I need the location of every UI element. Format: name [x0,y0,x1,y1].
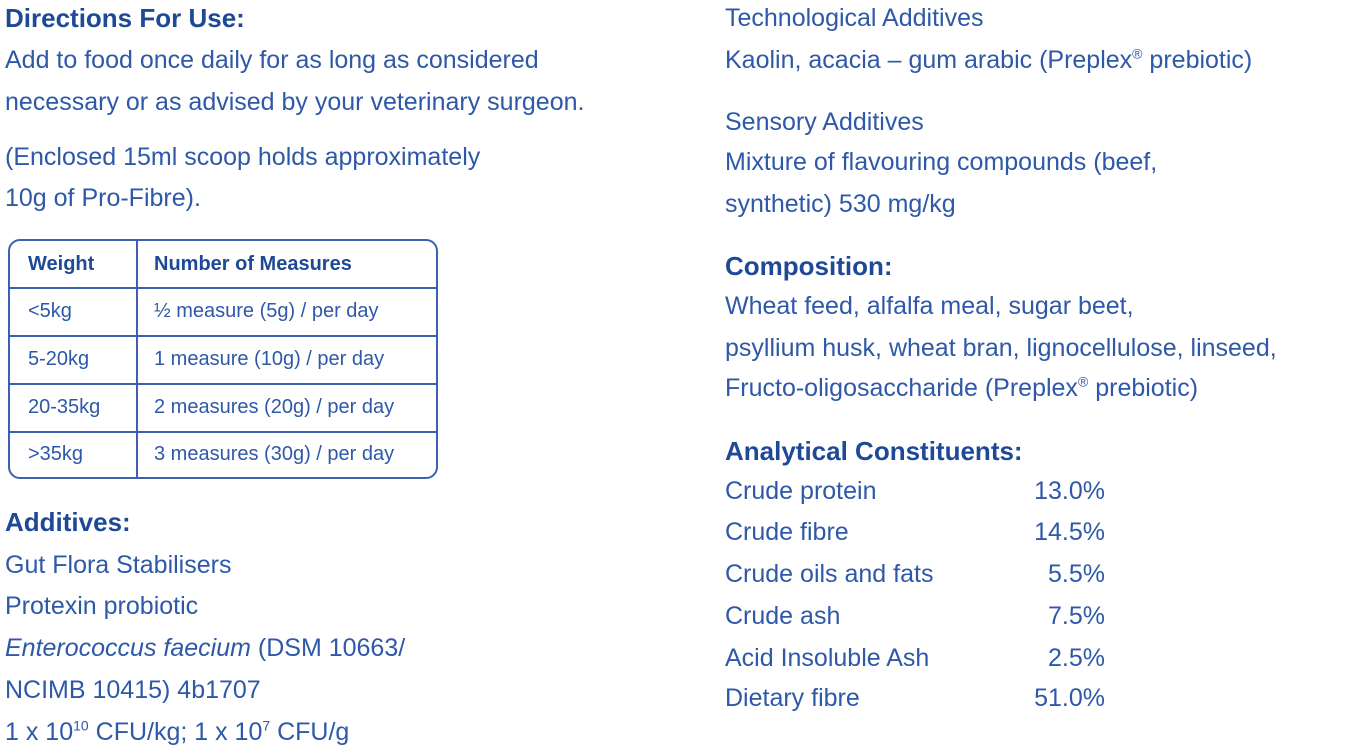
heading: Directions For Use: [5,3,245,33]
exponent: 10 [73,717,89,734]
text-line: necessary or as advised by your veterina… [5,88,585,116]
constituent-name: Dietary fibre [725,684,860,712]
table-row: 20-35kg 2 measures (20g) / per day [10,384,436,433]
heading: Composition: [725,251,893,281]
constituent-name: Crude fibre [725,518,849,546]
constituent-value: 5.5% [1048,560,1105,588]
cell: 20-35kg [10,384,138,433]
cell: 1 measure (10g) / per day [138,337,436,385]
constituent-name: Crude ash [725,602,841,630]
text-line: Mixture of flavouring compounds (beef, [725,148,1158,176]
text-line: Enterococcus faecium (DSM 10663/ [5,631,405,665]
text: 1 x 10 [5,718,74,746]
text-line: synthetic) 530 mg/kg [725,190,956,218]
constituent-value: 13.0% [1034,477,1105,505]
cell: 2 measures (20g) / per day [138,385,436,433]
text: prebiotic) [1088,374,1199,402]
text-line: (Enclosed 15ml scoop holds approximately [5,143,481,171]
text: (DSM 10663/ [250,634,406,662]
constituent-value: 51.0% [1034,684,1105,712]
constituent-value: 14.5% [1034,518,1105,546]
header-cell: Weight [10,241,138,289]
registered-mark: ® [1077,373,1089,390]
cell: 5-20kg [10,336,138,385]
species: Enterococcus faecium [5,634,251,662]
table-row: 5-20kg 1 measure (10g) / per day [10,336,436,385]
cell: ½ measure (5g) / per day [138,289,436,337]
constituent-value: 2.5% [1048,644,1105,672]
constituent-name: Crude oils and fats [725,560,934,588]
text-line: 1 x 1010 CFU/kg; 1 x 107 CFU/g [5,715,349,749]
table-row: <5kg ½ measure (5g) / per day [10,289,436,337]
cell: 3 measures (30g) / per day [154,443,395,466]
text: CFU/kg; 1 x 10 [88,718,263,746]
text-line: Gut Flora Stabilisers [5,551,232,579]
text-line: Protexin probiotic [5,592,199,620]
heading: Additives: [5,507,131,537]
subheading: Sensory Additives [725,108,924,136]
table-header: Weight Number of Measures [10,241,436,289]
text: Kaolin, acacia – gum arabic (Preplex [725,46,1133,74]
text-line: Kaolin, acacia – gum arabic (Preplex® pr… [725,43,1252,77]
constituent-name: Crude protein [725,477,877,505]
subheading: Technological Additives [725,4,984,32]
text: CFU/g [270,718,350,746]
text-line: Fructo-oligosaccharide (Preplex® prebiot… [725,371,1198,405]
heading: Analytical Constituents: [725,436,1023,466]
constituent-value: 7.5% [1048,602,1105,630]
exponent: 7 [262,717,271,734]
text-line: Wheat feed, alfalfa meal, sugar beet, [725,292,1134,320]
cell: >35kg [10,432,138,477]
text-line: psyllium husk, wheat bran, lignocellulos… [725,334,1277,362]
constituent-name: Acid Insoluble Ash [725,644,930,672]
table-row: >35kg 3 measures (30g) / per day [10,432,436,477]
text: Fructo-oligosaccharide (Preplex [725,374,1078,402]
text-line: 10g of Pro-Fibre). [5,184,201,212]
text-line: Add to food once daily for as long as co… [5,46,539,74]
dosage-table: Weight Number of Measures <5kg ½ measure (… [8,239,438,479]
cell: <5kg [10,289,138,337]
text: prebiotic) [1142,46,1253,74]
text-line: NCIMB 10415) 4b1707 [5,676,261,704]
registered-mark: ® [1132,45,1143,62]
header-cell: Number of Measures [138,241,436,289]
